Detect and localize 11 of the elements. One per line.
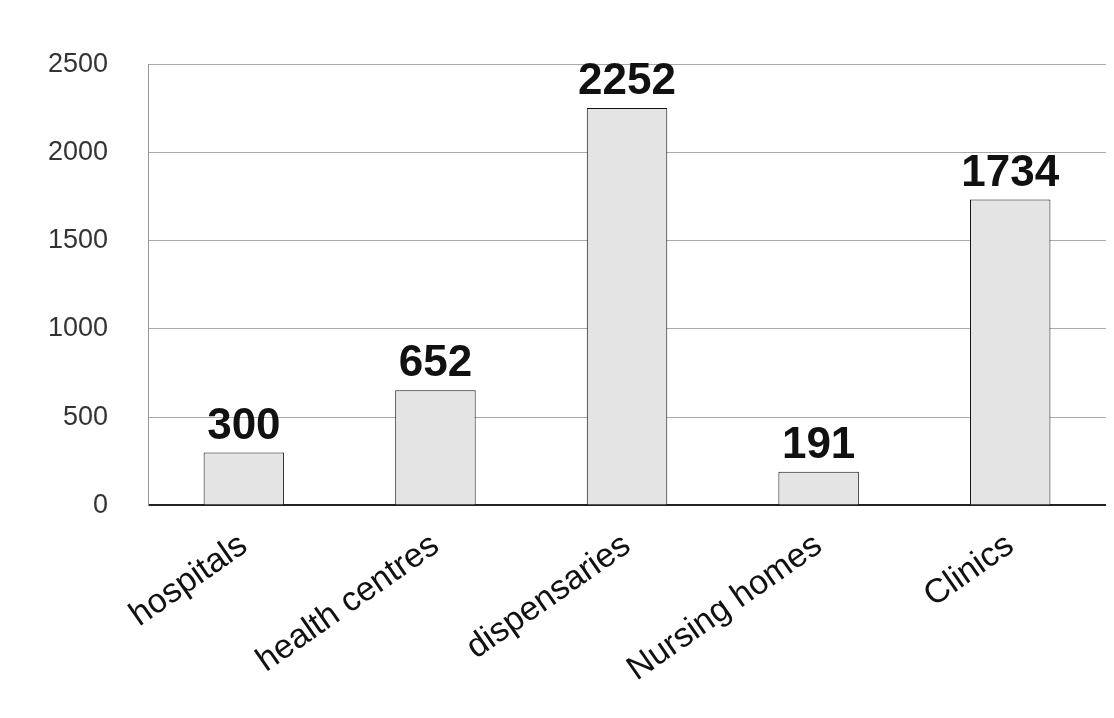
y-tick-label: 0 [93, 488, 109, 519]
data-label: 300 [207, 398, 281, 448]
data-label: 191 [781, 417, 856, 467]
y-tick-label: 2500 [47, 47, 109, 78]
y-tick-label: 1500 [47, 224, 109, 255]
y-tick-label: 500 [63, 400, 109, 431]
y-tick-label: 1000 [47, 312, 109, 343]
y-tick-label: 2000 [47, 135, 109, 166]
data-label: 652 [398, 336, 473, 386]
data-label: 2252 [578, 54, 676, 104]
data-label: 1734 [961, 145, 1060, 195]
